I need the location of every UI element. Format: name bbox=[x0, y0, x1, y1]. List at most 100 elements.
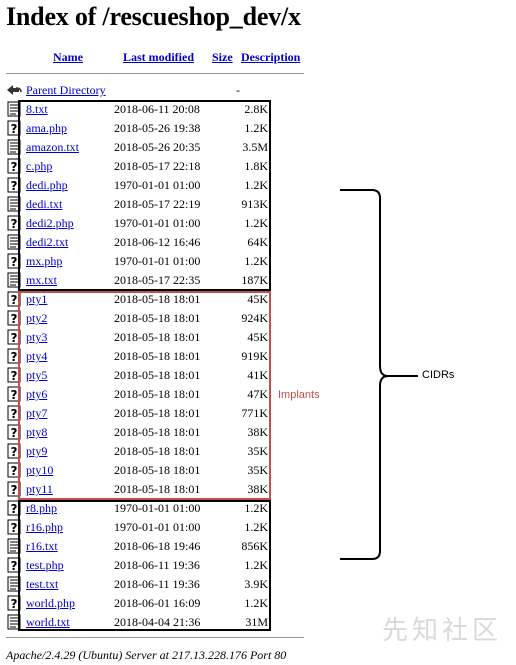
file-modified: 2018-05-18 18:01 bbox=[114, 425, 201, 439]
text-file-icon bbox=[7, 196, 21, 212]
file-size: 1.2K bbox=[244, 121, 268, 135]
file-modified: 2018-05-18 18:01 bbox=[114, 330, 201, 344]
file-link[interactable]: test.txt bbox=[26, 577, 59, 591]
file-link[interactable]: r8.php bbox=[26, 501, 57, 515]
file-size: 41K bbox=[247, 368, 268, 382]
file-link[interactable]: mx.php bbox=[26, 254, 63, 268]
svg-text:?: ? bbox=[11, 217, 18, 231]
text-file-icon bbox=[7, 538, 21, 554]
parent-directory-link[interactable]: Parent Directory bbox=[26, 83, 106, 97]
text-file-icon bbox=[7, 614, 21, 630]
file-link[interactable]: pty2 bbox=[26, 311, 48, 325]
file-size: 64K bbox=[247, 235, 268, 249]
file-size: 38K bbox=[247, 425, 268, 439]
file-link[interactable]: c.php bbox=[26, 159, 53, 173]
sort-by-size-link[interactable]: Size bbox=[212, 50, 233, 64]
unknown-file-icon: ? bbox=[7, 595, 21, 611]
file-link[interactable]: pty11 bbox=[26, 482, 53, 496]
file-size: 1.2K bbox=[244, 216, 268, 230]
svg-text:?: ? bbox=[11, 483, 18, 497]
file-link[interactable]: 8.txt bbox=[26, 102, 48, 116]
svg-text:?: ? bbox=[11, 293, 18, 307]
file-link[interactable]: r16.txt bbox=[26, 539, 58, 553]
file-link[interactable]: pty9 bbox=[26, 444, 48, 458]
file-link[interactable]: mx.txt bbox=[26, 273, 58, 287]
file-modified: 2018-05-17 22:35 bbox=[114, 273, 201, 287]
unknown-file-icon: ? bbox=[7, 424, 21, 440]
unknown-file-icon: ? bbox=[7, 481, 21, 497]
file-link[interactable]: pty5 bbox=[26, 368, 48, 382]
file-size: 924K bbox=[241, 311, 268, 325]
file-size: 38K bbox=[247, 482, 268, 496]
unknown-file-icon: ? bbox=[7, 519, 21, 535]
svg-text:?: ? bbox=[11, 426, 18, 440]
file-modified: 1970-01-01 01:00 bbox=[114, 178, 201, 192]
file-link[interactable]: ama.php bbox=[26, 121, 67, 135]
svg-text:?: ? bbox=[11, 179, 18, 193]
unknown-file-icon: ? bbox=[7, 557, 21, 573]
file-link[interactable]: dedi2.php bbox=[26, 216, 74, 230]
text-file-icon bbox=[7, 576, 21, 592]
file-row: ? pty3 2018-05-18 18:01 45K bbox=[6, 328, 306, 347]
file-link[interactable]: world.txt bbox=[26, 615, 70, 629]
file-row: world.txt 2018-04-04 21:36 31M bbox=[6, 613, 306, 632]
implants-group-box bbox=[18, 291, 271, 500]
sort-by-name-link[interactable]: Name bbox=[53, 50, 83, 64]
file-row: ? pty7 2018-05-18 18:01 771K bbox=[6, 404, 306, 423]
svg-text:?: ? bbox=[11, 445, 18, 459]
sort-by-last-modified-link[interactable]: Last modified bbox=[123, 50, 195, 64]
file-link[interactable]: dedi.php bbox=[26, 178, 68, 192]
svg-text:?: ? bbox=[11, 369, 18, 383]
svg-text:?: ? bbox=[11, 122, 18, 136]
header-divider bbox=[6, 73, 304, 74]
file-link[interactable]: pty7 bbox=[26, 406, 48, 420]
file-link[interactable]: dedi.txt bbox=[26, 197, 63, 211]
file-link[interactable]: dedi2.txt bbox=[26, 235, 69, 249]
file-size: 1.2K bbox=[244, 596, 268, 610]
footer-divider bbox=[6, 637, 304, 638]
file-modified: 2018-06-11 19:36 bbox=[114, 558, 200, 572]
file-modified: 2018-06-01 16:09 bbox=[114, 596, 201, 610]
file-size: 45K bbox=[247, 330, 268, 344]
svg-text:?: ? bbox=[11, 502, 18, 516]
file-size: 919K bbox=[241, 349, 268, 363]
file-size: 1.2K bbox=[244, 178, 268, 192]
file-row: ? pty9 2018-05-18 18:01 35K bbox=[6, 442, 306, 461]
svg-text:?: ? bbox=[11, 255, 18, 269]
parent-size: - bbox=[236, 83, 240, 97]
file-row: mx.txt 2018-05-17 22:35 187K bbox=[6, 271, 306, 290]
text-file-icon bbox=[7, 139, 21, 155]
file-modified: 2018-04-04 21:36 bbox=[114, 615, 201, 629]
file-link[interactable]: pty1 bbox=[26, 292, 48, 306]
unknown-file-icon: ? bbox=[7, 120, 21, 136]
file-link[interactable]: test.php bbox=[26, 558, 64, 572]
file-row: ? pty1 2018-05-18 18:01 45K bbox=[6, 290, 306, 309]
unknown-file-icon: ? bbox=[7, 386, 21, 402]
file-link[interactable]: pty8 bbox=[26, 425, 48, 439]
file-row: ? r16.php 1970-01-01 01:00 1.2K bbox=[6, 518, 306, 537]
unknown-file-icon: ? bbox=[7, 462, 21, 478]
file-row: ? dedi.php 1970-01-01 01:00 1.2K bbox=[6, 176, 306, 195]
file-size: 187K bbox=[241, 273, 268, 287]
file-size: 1.2K bbox=[244, 254, 268, 268]
file-link[interactable]: pty4 bbox=[26, 349, 48, 363]
file-row: r16.txt 2018-06-18 19:46 856K bbox=[6, 537, 306, 556]
file-size: 45K bbox=[247, 292, 268, 306]
file-link[interactable]: amazon.txt bbox=[26, 140, 79, 154]
text-file-icon bbox=[7, 234, 21, 250]
unknown-file-icon: ? bbox=[7, 443, 21, 459]
sort-by-description-link[interactable]: Description bbox=[241, 50, 301, 64]
text-file-icon bbox=[7, 101, 21, 117]
file-modified: 2018-05-18 18:01 bbox=[114, 311, 201, 325]
file-row: ? pty10 2018-05-18 18:01 35K bbox=[6, 461, 306, 480]
file-row: ? test.php 2018-06-11 19:36 1.2K bbox=[6, 556, 306, 575]
file-link[interactable]: r16.php bbox=[26, 520, 63, 534]
parent-directory-row: Parent Directory - bbox=[6, 81, 306, 100]
file-link[interactable]: pty6 bbox=[26, 387, 48, 401]
file-link[interactable]: pty10 bbox=[26, 463, 54, 477]
unknown-file-icon: ? bbox=[7, 253, 21, 269]
file-link[interactable]: world.php bbox=[26, 596, 75, 610]
file-size: 35K bbox=[247, 444, 268, 458]
file-link[interactable]: pty3 bbox=[26, 330, 48, 344]
file-modified: 2018-05-18 18:01 bbox=[114, 292, 201, 306]
